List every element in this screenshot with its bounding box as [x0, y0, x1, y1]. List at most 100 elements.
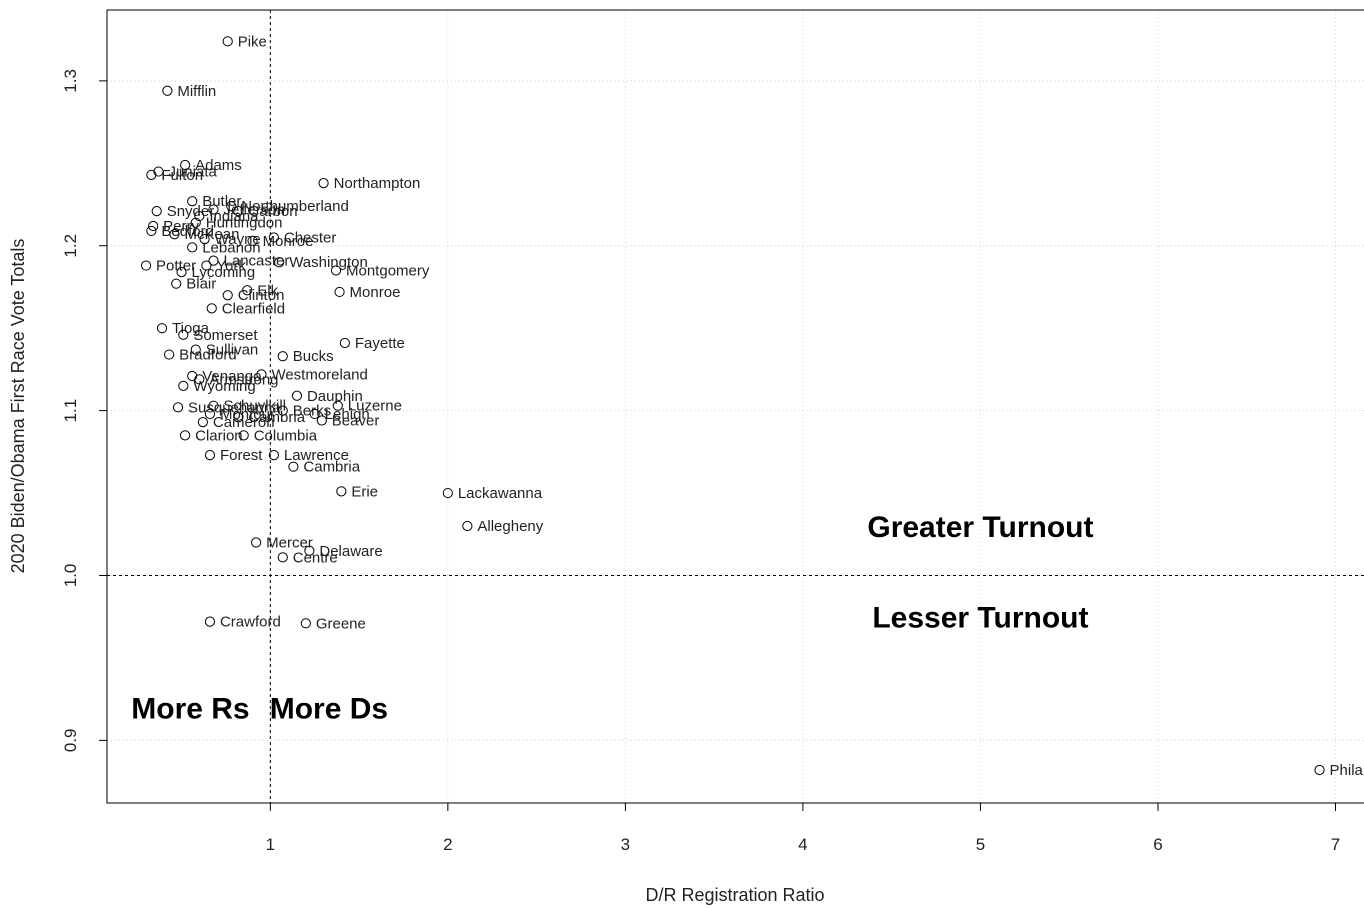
x-tick-label: 4: [798, 835, 807, 854]
data-point: [309, 408, 320, 420]
data-point-label: Lawrence: [284, 447, 349, 464]
data-point-label: Berks: [293, 403, 331, 420]
x-tick-label: 7: [1331, 835, 1340, 854]
data-point: [247, 235, 258, 246]
data-point-label: Northampton: [334, 175, 421, 192]
data-point-label: Schuylkill: [224, 398, 287, 415]
data-point-label: Juniata: [168, 164, 217, 181]
data-point: [288, 461, 299, 472]
data-point-label: Mercer: [266, 535, 313, 552]
data-point: [206, 303, 217, 314]
data-point: [199, 234, 210, 245]
data-point-label: Monroe: [263, 233, 314, 250]
data-point: [462, 520, 473, 532]
data-point: [222, 36, 233, 47]
data-point-label: Phila: [1330, 762, 1364, 779]
data-point-label: Clinton: [238, 287, 285, 304]
annotation-label: Lesser Turnout: [872, 602, 1088, 635]
data-point-label: Allegheny: [477, 518, 543, 535]
data-point: [238, 430, 249, 441]
y-tick-label: 0.9: [61, 729, 80, 753]
data-point: [204, 450, 216, 461]
data-point: [256, 369, 267, 380]
data-point-label: Cambria: [248, 409, 305, 426]
data-point-label: Luzerne: [348, 398, 402, 415]
data-point: [1314, 764, 1325, 776]
data-point: [172, 402, 184, 413]
data-point: [178, 380, 189, 391]
data-point: [268, 450, 279, 461]
annotation-label: More Rs: [131, 692, 249, 725]
data-point-label: Centre: [293, 549, 338, 566]
data-point-label: Indiana: [209, 208, 259, 225]
annotation-label: Greater Turnout: [867, 511, 1093, 544]
data-point: [187, 370, 198, 382]
data-point: [146, 225, 157, 237]
data-point: [197, 417, 208, 428]
data-point-label: Fayette: [355, 335, 405, 352]
data-point-label: Jefferson: [224, 201, 285, 218]
data-point-label: Clearfield: [222, 300, 285, 317]
data-point: [190, 217, 201, 228]
data-point-label: Susquehanna: [188, 399, 281, 416]
y-tick-label: 1.3: [61, 69, 80, 93]
data-point: [332, 400, 343, 411]
data-point: [300, 618, 311, 629]
data-point-label: Lackawanna: [458, 485, 543, 502]
data-point: [146, 169, 157, 180]
data-point: [162, 85, 173, 96]
data-point-label: Beaver: [332, 413, 380, 430]
data-point-label: Potter: [156, 258, 196, 275]
data-point: [339, 337, 350, 349]
data-point: [176, 267, 187, 278]
data-point: [201, 260, 212, 271]
data-point-label: Lehigh: [325, 406, 370, 423]
data-point-label: Fulton: [161, 167, 203, 184]
annotations: Greater Turnout Lesser Turnout More Rs More…: [131, 511, 1093, 725]
data-point: [291, 390, 303, 401]
data-point-label: Delaware: [319, 543, 382, 560]
data-point: [336, 486, 347, 497]
y-tick-label: 1.2: [61, 234, 80, 258]
data-point: [334, 286, 345, 298]
x-axis: 1 2 3 4 5 6 7: [266, 803, 1340, 854]
data-point-label: Bedford: [161, 223, 214, 240]
data-point-label: Erie: [351, 483, 378, 500]
data-point: [180, 430, 191, 441]
reference-lines: [107, 10, 1364, 803]
data-point-label: Somerset: [193, 327, 258, 344]
data-point: [153, 166, 164, 177]
data-point: [190, 344, 201, 355]
data-point: [277, 552, 288, 563]
data-point: [164, 349, 175, 360]
data-point: [178, 329, 189, 340]
data-point-label: Bradford: [179, 347, 237, 364]
data-point-label: Lycoming: [192, 264, 256, 281]
x-tick-label: 2: [443, 835, 452, 854]
data-point-label: Westmoreland: [271, 366, 367, 383]
data-point-label: Chester: [284, 230, 337, 247]
data-point: [151, 206, 162, 217]
data-point: [274, 257, 285, 268]
data-point-label: Cameron: [213, 414, 275, 431]
x-axis-title: D/R Registration Ratio: [645, 885, 824, 905]
data-point: [233, 412, 244, 423]
data-point-label: Huntingdon: [206, 215, 283, 232]
y-tick-label: 1.0: [61, 564, 80, 588]
x-tick-label: 1: [266, 835, 275, 854]
data-point-label: McKean: [184, 226, 239, 243]
x-tick-label: 3: [621, 835, 630, 854]
data-point: [233, 206, 244, 217]
data-point: [442, 487, 453, 499]
data-point: [242, 285, 253, 296]
data-point: [204, 408, 216, 420]
x-tick-label: 6: [1153, 835, 1162, 854]
data-point-label: Forest: [220, 447, 263, 464]
y-axis-title: 2020 Biden/Obama First Race Vote Totals: [8, 239, 28, 574]
data-point-label: Crawford: [220, 614, 281, 631]
data-point: [222, 290, 233, 301]
data-point-label: Cambria: [303, 459, 360, 476]
data-point: [180, 159, 191, 171]
